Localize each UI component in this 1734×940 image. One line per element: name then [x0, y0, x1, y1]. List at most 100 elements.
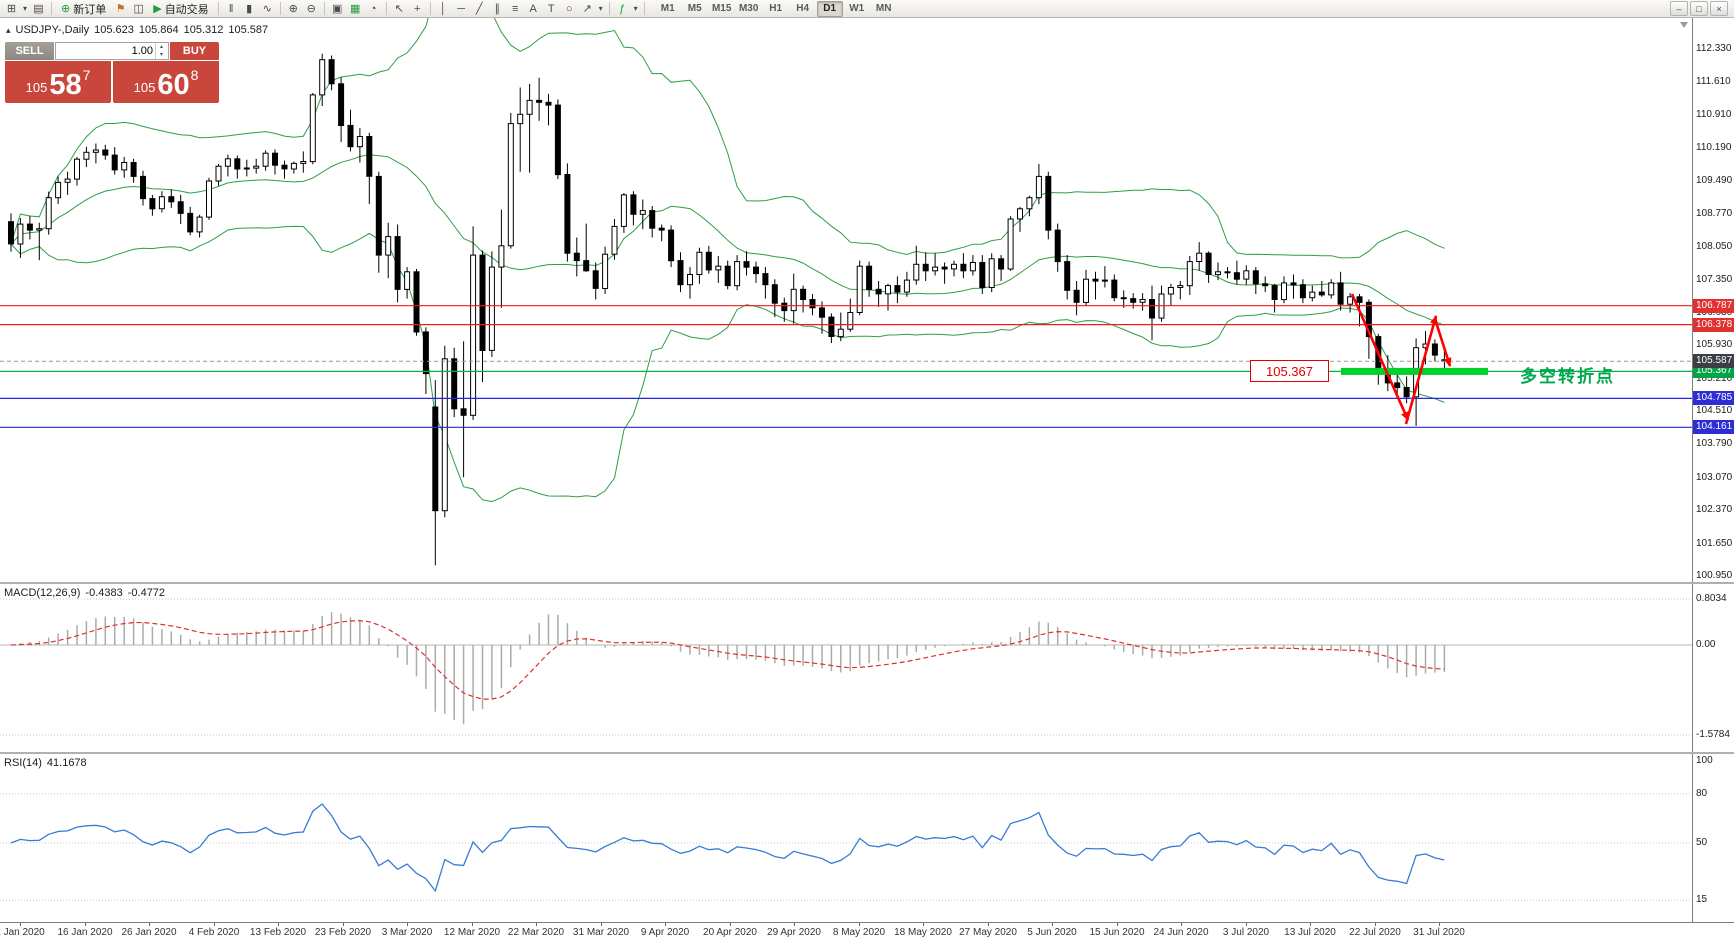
toolbar-separator: [429, 2, 431, 15]
turning-point-highlight[interactable]: [1341, 367, 1488, 375]
candle: [168, 196, 175, 203]
candle: [894, 285, 901, 293]
timeframe-m5[interactable]: M5: [687, 3, 702, 14]
candle: [1149, 299, 1155, 319]
candle: [1017, 208, 1023, 220]
crosshair-icon[interactable]: +: [413, 2, 421, 15]
price-axis[interactable]: 112.330 111.610 110.910 110.190 109.490 108.7…: [1692, 18, 1734, 922]
cursor-icon[interactable]: ↖: [394, 3, 404, 15]
date-axis-tick: [472, 923, 473, 926]
candlestick-chart-icon[interactable]: ▮: [246, 3, 253, 15]
date-axis-tick: [149, 923, 150, 926]
arrows-icon[interactable]: ↗: [582, 3, 592, 15]
timeframe-m15[interactable]: M15: [711, 3, 732, 14]
buy-price-display[interactable]: 105 60 8: [113, 61, 219, 103]
main-chart-canvas[interactable]: [0, 18, 1692, 582]
volume-increase-icon[interactable]: ▴: [155, 43, 167, 51]
tile-windows-icon[interactable]: ▣: [331, 3, 343, 15]
auto-trading-icon: ▶: [153, 3, 162, 15]
candle: [328, 59, 335, 85]
new-order-button[interactable]: ⊕ 新订单: [56, 1, 111, 16]
candle: [592, 270, 599, 289]
profiles-icon[interactable]: ▤: [33, 3, 44, 15]
restore-button[interactable]: □: [1690, 1, 1708, 16]
sell-price-point: 7: [82, 67, 91, 83]
timeframe-w1[interactable]: W1: [849, 3, 865, 14]
clock-icon[interactable]: ◔: [369, 2, 377, 15]
bar-chart-icon[interactable]: ‖: [228, 2, 234, 15]
news-icon[interactable]: ⚑: [115, 3, 126, 15]
price-callout-text: 105.367: [1266, 363, 1313, 379]
text-icon[interactable]: A: [529, 2, 537, 15]
candle: [753, 266, 759, 275]
candle: [507, 123, 514, 247]
price-axis-label: 112.330: [1696, 43, 1732, 54]
candle: [460, 408, 467, 416]
turning-point-label[interactable]: 多空转折点: [1520, 362, 1615, 387]
pane-splitter[interactable]: [0, 582, 1734, 584]
timeframe-mn[interactable]: MN: [875, 3, 892, 14]
fibonacci-icon[interactable]: ≡: [511, 2, 519, 15]
new-order-icon: ⊕: [61, 3, 71, 15]
date-axis[interactable]: 2 Jan 2020 16 Jan 2020 26 Jan 2020 4 Feb 20…: [0, 922, 1734, 940]
candle: [177, 201, 184, 214]
timeframe-m1[interactable]: M1: [660, 3, 675, 14]
shapes-icon[interactable]: ○: [565, 2, 573, 15]
macd-name: MACD(12,26,9): [4, 587, 81, 599]
sell-button[interactable]: SELL: [5, 42, 54, 60]
candle: [564, 174, 571, 254]
trendline-icon[interactable]: ╱: [475, 3, 483, 15]
candle: [83, 151, 90, 160]
chart-dropdown-icon[interactable]: ▾: [22, 4, 27, 13]
candle: [1347, 296, 1354, 305]
window-controls: – □ ×: [1670, 1, 1731, 16]
sell-price-display[interactable]: 105 58 7: [5, 61, 111, 103]
auto-trading-button[interactable]: ▶ 自动交易: [148, 1, 213, 16]
label-icon[interactable]: T: [547, 2, 555, 15]
candle: [375, 175, 382, 256]
trend-arrow[interactable]: [1350, 293, 1410, 421]
pane-splitter[interactable]: [0, 752, 1734, 754]
candle: [828, 316, 835, 338]
line-chart-icon[interactable]: ∿: [262, 3, 272, 15]
price-axis-label: 108.050: [1696, 241, 1733, 252]
rsi-axis-label: 100: [1696, 755, 1713, 766]
candle: [771, 284, 778, 304]
channel-icon[interactable]: ∥: [494, 3, 500, 15]
date-axis-label: 22 Mar 2020: [507, 927, 565, 938]
zoom-out-icon[interactable]: ⊖: [306, 3, 316, 15]
horizontal-line-icon[interactable]: ─: [457, 2, 466, 15]
indicators-dropdown-icon[interactable]: ▾: [633, 4, 638, 13]
date-axis-label: 26 Jan 2020: [121, 927, 177, 938]
trend-arrow[interactable]: [1404, 315, 1438, 425]
candle: [837, 328, 844, 338]
timeframe-h1[interactable]: H1: [769, 3, 783, 14]
indicators-icon[interactable]: ƒ: [619, 2, 626, 15]
zoom-in-icon[interactable]: ⊕: [288, 3, 298, 15]
one-click-collapse-icon[interactable]: ▴: [6, 24, 11, 35]
new-chart-icon[interactable]: ⊞: [6, 3, 17, 15]
candle: [819, 307, 825, 318]
price-callout[interactable]: 105.367: [1250, 360, 1329, 382]
macd-pane-canvas[interactable]: [0, 584, 1692, 752]
vertical-line-icon[interactable]: │: [439, 2, 447, 15]
price-axis-label: 104.510: [1696, 405, 1733, 416]
minimize-button[interactable]: –: [1670, 1, 1688, 16]
candle: [215, 165, 222, 182]
rsi-pane-canvas[interactable]: [0, 754, 1692, 922]
shapes-dropdown-icon[interactable]: ▾: [598, 4, 603, 13]
timeframe-d1[interactable]: D1: [816, 0, 843, 17]
timeframe-m30[interactable]: M30: [738, 3, 759, 14]
buy-button[interactable]: BUY: [170, 42, 219, 60]
close-button[interactable]: ×: [1710, 1, 1728, 16]
date-axis-tick: [1310, 923, 1311, 926]
timeframe-h4[interactable]: H4: [796, 3, 810, 14]
price-axis-label: 107.350: [1696, 274, 1733, 285]
volume-input[interactable]: [56, 43, 168, 59]
trend-arrow[interactable]: [1434, 321, 1452, 367]
price-axis-label: 105.210: [1696, 373, 1733, 384]
new-window-icon[interactable]: ▦: [349, 3, 361, 15]
volume-decrease-icon[interactable]: ▾: [155, 51, 167, 59]
toolbar-separator: [608, 2, 610, 15]
market-watch-icon[interactable]: ◫: [133, 3, 144, 15]
